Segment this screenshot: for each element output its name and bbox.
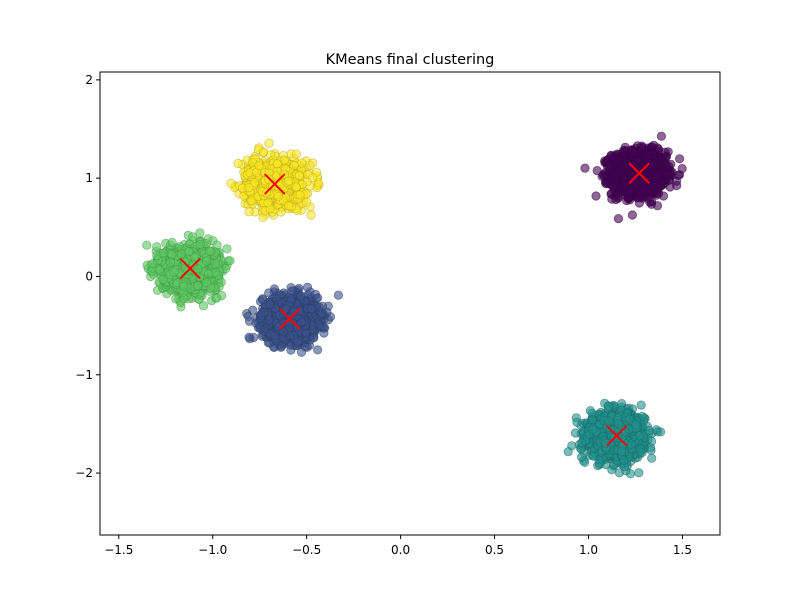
data-point (656, 131, 667, 141)
data-point (645, 197, 655, 207)
data-point (296, 317, 306, 327)
data-point (248, 305, 258, 315)
data-point (257, 295, 268, 305)
data-point (637, 141, 647, 151)
data-point (639, 185, 649, 195)
data-point (613, 214, 624, 224)
data-point (650, 171, 660, 181)
cluster-0-points (580, 131, 687, 224)
data-point (313, 293, 323, 303)
data-point (259, 307, 269, 317)
data-point (302, 282, 313, 292)
data-point (636, 400, 646, 410)
data-point (292, 337, 303, 347)
data-point (306, 304, 316, 314)
data-point (613, 419, 624, 429)
data-point (627, 210, 638, 220)
data-point (617, 164, 627, 174)
data-point (655, 427, 666, 437)
data-point (646, 445, 656, 455)
data-point (563, 447, 573, 457)
data-point (264, 288, 274, 298)
data-point (604, 416, 614, 426)
data-point (611, 195, 621, 205)
data-point (296, 291, 306, 301)
data-point (264, 315, 274, 325)
data-point (588, 424, 598, 434)
data-point (572, 417, 582, 427)
data-point (619, 455, 629, 465)
data-point (648, 181, 659, 191)
data-point (142, 240, 152, 250)
data-point (591, 191, 601, 201)
data-point (644, 425, 654, 435)
data-point (616, 446, 627, 456)
data-point (309, 333, 319, 343)
data-point (312, 345, 323, 355)
data-point (626, 439, 637, 449)
data-point (661, 170, 671, 180)
data-point (648, 159, 658, 169)
data-point (570, 428, 581, 438)
data-point (620, 180, 631, 190)
data-point (641, 150, 652, 160)
data-point (637, 447, 647, 458)
data-point (244, 332, 254, 342)
data-point (607, 151, 617, 161)
data-point (296, 347, 307, 357)
data-point (665, 182, 675, 192)
data-point (314, 302, 324, 312)
data-point (577, 438, 587, 448)
data-point (624, 414, 635, 424)
data-point (212, 293, 222, 303)
data-point (631, 420, 641, 430)
data-point (608, 181, 618, 191)
data-point (318, 321, 328, 332)
data-point (287, 286, 297, 296)
data-point (589, 451, 599, 461)
data-point (270, 331, 280, 341)
data-point (674, 154, 685, 164)
data-point (604, 162, 614, 172)
chart-title: KMeans final clustering (326, 52, 495, 68)
data-point (286, 294, 296, 304)
data-point (580, 163, 590, 173)
data-point (576, 452, 587, 462)
data-point (640, 171, 650, 181)
data-point (265, 299, 275, 310)
data-point (677, 164, 687, 174)
data-point (604, 401, 614, 411)
data-point (647, 453, 657, 463)
data-point (632, 177, 642, 187)
data-point (617, 148, 628, 159)
data-point (649, 140, 659, 150)
data-point (656, 153, 667, 163)
points-layer (142, 131, 687, 479)
cluster-1-points (242, 282, 343, 357)
data-point (333, 290, 343, 300)
data-point (634, 468, 644, 478)
data-point (325, 312, 336, 322)
